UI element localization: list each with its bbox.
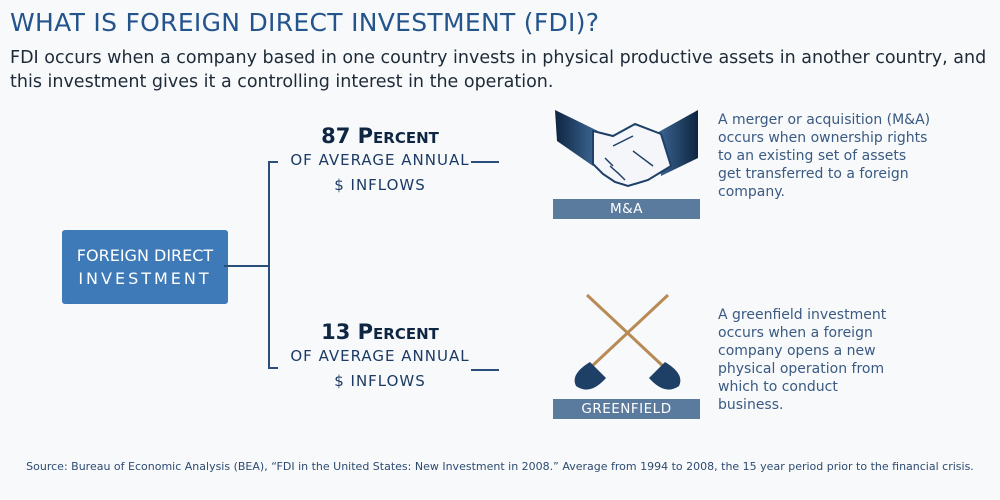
- connector-top: [268, 161, 278, 163]
- stat-percent: Percent: [357, 124, 439, 148]
- stat-greenfield: 13 Percent OF AVERAGE ANNUAL $ INFLOWS: [280, 320, 480, 394]
- crossed-shovels-icon: [574, 293, 681, 390]
- greenfield-description: A greenfield investment occurs when a fo…: [718, 307, 887, 413]
- handshake-icon: [555, 110, 698, 188]
- root-line-1: FOREIGN DIRECT: [76, 246, 214, 265]
- source-note: Source: Bureau of Economic Analysis (BEA…: [26, 460, 974, 473]
- greenfield-label: GREENFIELD: [553, 399, 700, 419]
- stat-percent: Percent: [357, 320, 439, 344]
- ma-description: A merger or acquisition (M&A) occurs whe…: [718, 112, 931, 200]
- subtitle: FDI occurs when a company based in one c…: [10, 48, 987, 92]
- connector-bottom: [268, 367, 278, 369]
- stat-line-2: OF AVERAGE ANNUAL: [290, 347, 470, 365]
- page-title: WHAT IS FOREIGN DIRECT INVESTMENT (FDI)?: [10, 8, 600, 37]
- connector-root: [224, 265, 269, 267]
- stat-line-3: $ INFLOWS: [334, 176, 426, 194]
- stat-line-2: OF AVERAGE ANNUAL: [290, 151, 470, 169]
- stat-number: 87: [321, 124, 351, 148]
- root-line-2: INVESTMENT: [78, 269, 212, 288]
- ma-label: M&A: [553, 199, 700, 219]
- stat-line-3: $ INFLOWS: [334, 372, 426, 390]
- stat-number: 13: [321, 320, 351, 344]
- connector-vertical: [268, 161, 270, 369]
- connector-top-right: [471, 161, 499, 163]
- connector-bottom-right: [471, 369, 499, 371]
- fdi-root-box: FOREIGN DIRECT INVESTMENT: [62, 230, 228, 304]
- stat-ma: 87 Percent OF AVERAGE ANNUAL $ INFLOWS: [280, 124, 480, 198]
